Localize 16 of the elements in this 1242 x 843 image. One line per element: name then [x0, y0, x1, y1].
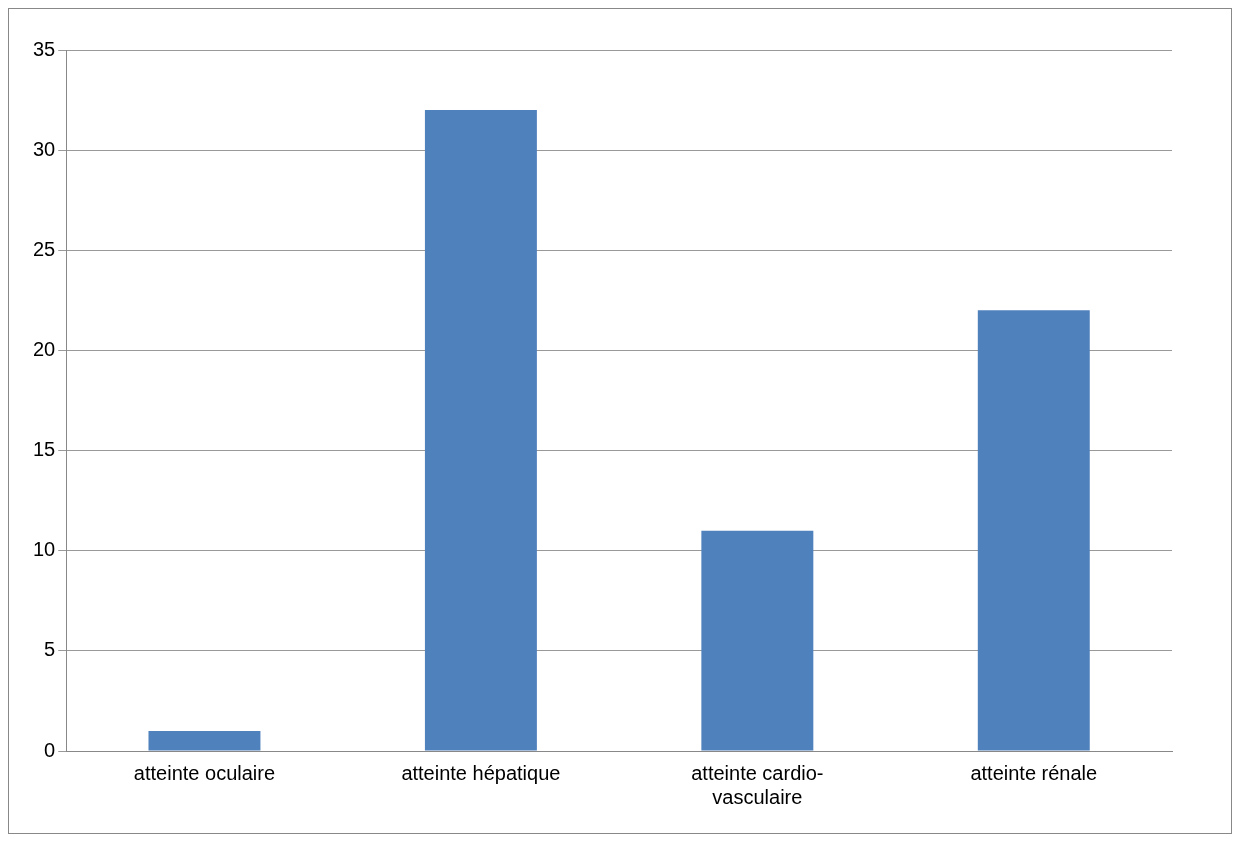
y-tick-label: 20 [33, 337, 56, 360]
x-tick-label: atteinte cardio-vasculaire [691, 761, 824, 808]
y-tick-label: 15 [33, 438, 56, 461]
bar [977, 310, 1090, 751]
bar [701, 530, 814, 751]
bar [424, 110, 537, 751]
y-tick-label: 5 [44, 638, 56, 661]
y-tick-label: 0 [44, 738, 56, 761]
bar [148, 730, 261, 751]
x-tick-label: atteinte oculaire [133, 761, 276, 784]
y-tick-label: 35 [33, 37, 56, 60]
x-tick-label: atteinte hépatique [401, 761, 561, 784]
x-tick-label: atteinte rénale [970, 761, 1098, 784]
y-tick-label: 25 [33, 237, 56, 260]
y-tick-label: 30 [33, 137, 56, 160]
y-tick-label: 10 [33, 538, 56, 561]
